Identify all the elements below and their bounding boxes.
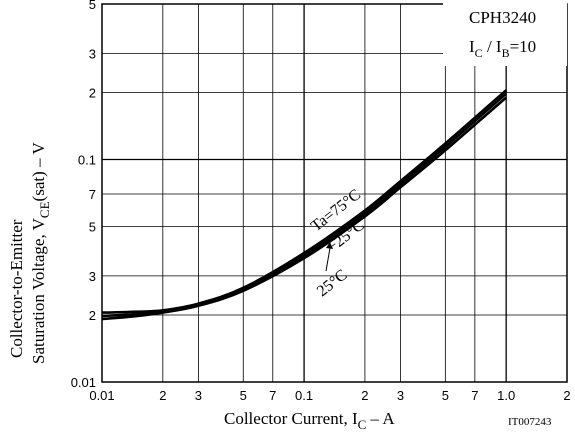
y-axis-label-line1: Collector-to-Emitter xyxy=(7,219,26,358)
y-tick-label: 2 xyxy=(89,308,96,323)
x-tick-label: 7 xyxy=(471,388,478,403)
legend-box xyxy=(443,2,567,66)
x-tick-label: 5 xyxy=(442,388,449,403)
condition-label: IC / IB=10 xyxy=(469,37,536,60)
x-tick-label: 1.0 xyxy=(497,388,515,403)
series-line xyxy=(102,92,508,318)
y-axis-label-line2: Saturation Voltage, VCE(sat) – V xyxy=(29,142,52,364)
annotation-25: 25°C xyxy=(314,266,351,300)
x-tick-label: 3 xyxy=(195,388,202,403)
annotation-arrowhead xyxy=(326,242,333,249)
series-line xyxy=(102,96,508,321)
x-tick-label: 3 xyxy=(397,388,404,403)
chart-title: CPH3240 xyxy=(469,8,536,27)
plot-frame xyxy=(101,3,568,383)
y-tick-labels: 0.01 2 3 5 7 0.1 2 3 5 xyxy=(71,0,96,390)
curves xyxy=(102,89,508,321)
x-tick-label: 7 xyxy=(269,388,276,403)
series-line xyxy=(102,89,508,314)
y-tick-label: 3 xyxy=(89,269,96,284)
x-tick-labels: 0.01 2 3 5 7 0.1 2 3 5 7 1.0 2 xyxy=(89,388,570,403)
x-tick-label: 2 xyxy=(159,388,166,403)
x-tick-label: 2 xyxy=(563,388,570,403)
y-tick-label: 5 xyxy=(89,0,96,12)
x-tick-label: 2 xyxy=(361,388,368,403)
x-tick-label: 0.1 xyxy=(295,388,313,403)
y-tick-label: 7 xyxy=(89,187,96,202)
x-tick-label: 0.01 xyxy=(89,388,114,403)
figure-code: IT007243 xyxy=(508,416,552,428)
x-tick-label: 5 xyxy=(240,388,247,403)
x-axis-label: Collector Current, IC – A xyxy=(224,409,395,432)
y-tick-label: 0.1 xyxy=(78,153,96,168)
y-tick-label: 3 xyxy=(89,46,96,61)
y-tick-label: 2 xyxy=(89,86,96,101)
annotation-pointer xyxy=(325,247,331,272)
y-tick-label: 0.01 xyxy=(71,375,96,390)
y-tick-label: 5 xyxy=(89,219,96,234)
